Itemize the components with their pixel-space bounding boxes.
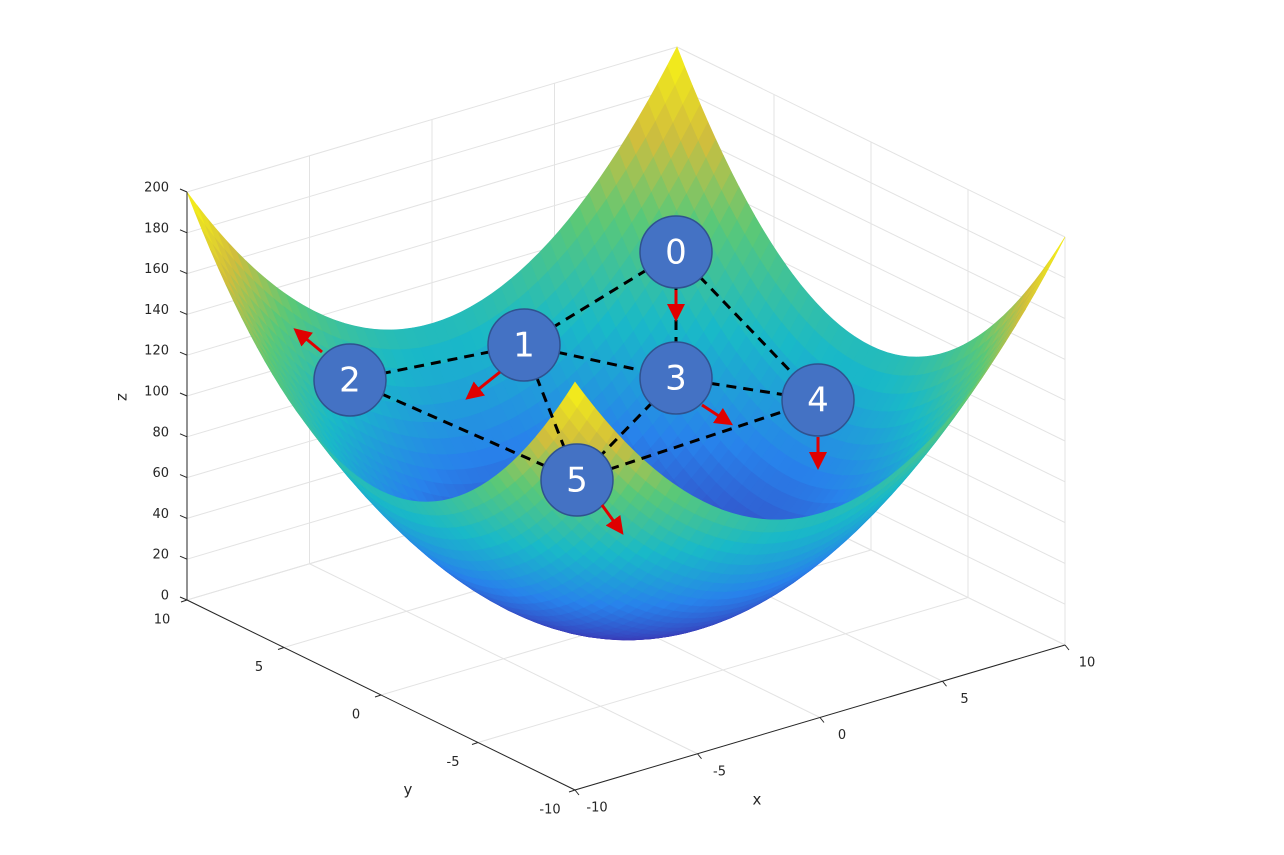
x-tick-label: -10 xyxy=(586,801,607,816)
gradient-arrow xyxy=(465,370,501,400)
x-tick xyxy=(574,789,580,796)
x-axis-label: x xyxy=(753,791,762,809)
node-label: 2 xyxy=(339,361,361,401)
edge xyxy=(349,378,578,482)
y-tick-label: -5 xyxy=(447,755,460,770)
grid-line xyxy=(186,87,678,234)
y-tick-label: 0 xyxy=(352,708,360,723)
x-tick xyxy=(819,717,825,723)
y-axis-label: y xyxy=(404,781,413,799)
x-tick-label: -5 xyxy=(713,764,726,779)
grid-line xyxy=(186,46,678,193)
z-tick xyxy=(179,433,188,438)
surface xyxy=(186,46,1066,641)
node xyxy=(313,343,387,417)
y-tick xyxy=(471,742,479,745)
z-tick xyxy=(179,188,188,193)
axes xyxy=(179,188,1070,796)
z-tick-label: 120 xyxy=(144,344,169,359)
node xyxy=(639,341,713,415)
node-label: 0 xyxy=(665,233,687,273)
x-tick-label: 10 xyxy=(1079,656,1096,671)
node-label: 3 xyxy=(665,359,687,399)
x-tick-label: 0 xyxy=(838,728,846,743)
node-label: 5 xyxy=(566,461,588,501)
z-tick xyxy=(179,474,188,479)
gradient-arrow xyxy=(600,504,624,535)
edge xyxy=(349,343,525,382)
z-tick-label: 100 xyxy=(144,385,169,400)
y-tick-label: 10 xyxy=(154,613,171,628)
z-tick-label: 60 xyxy=(152,466,169,481)
surface-patch xyxy=(566,381,586,408)
y-tick xyxy=(180,599,188,603)
x-tick xyxy=(697,753,702,760)
z-tick-label: 200 xyxy=(144,181,169,196)
grid-line xyxy=(186,128,678,275)
node-label: 1 xyxy=(513,326,535,366)
x-tick xyxy=(1064,644,1070,651)
node xyxy=(781,363,855,437)
z-tick xyxy=(179,270,188,275)
z-tick-label: 80 xyxy=(152,425,169,440)
y-tick xyxy=(374,694,382,698)
z-tick xyxy=(179,310,188,315)
node-label: 4 xyxy=(807,381,829,421)
surface-patch xyxy=(186,191,205,226)
y-tick xyxy=(277,647,285,650)
z-tick xyxy=(179,392,188,397)
z-axis-label: z xyxy=(113,393,131,401)
node xyxy=(540,443,614,517)
edge xyxy=(523,250,677,347)
z-tick-label: 140 xyxy=(144,303,169,318)
gradient-arrow xyxy=(701,403,734,426)
y-tick-label: -10 xyxy=(539,803,560,818)
z-tick-label: 180 xyxy=(144,221,169,236)
z-tick xyxy=(179,555,188,560)
grid-line xyxy=(477,597,969,743)
z-tick-label: 160 xyxy=(144,262,169,277)
node xyxy=(487,308,561,382)
z-tick-label: 40 xyxy=(152,507,169,522)
z-tick xyxy=(179,229,188,234)
y-tick-label: 5 xyxy=(255,660,263,675)
grid-line xyxy=(676,46,1066,238)
z-tick xyxy=(179,514,188,519)
grid-line xyxy=(676,87,1066,279)
edge xyxy=(576,398,819,482)
z-tick xyxy=(179,596,188,601)
z-tick-label: 0 xyxy=(161,589,169,604)
z-tick-label: 20 xyxy=(152,548,169,563)
grid-line xyxy=(676,128,1066,320)
node xyxy=(639,215,713,289)
x-tick-label: 5 xyxy=(960,692,968,707)
x-tick xyxy=(942,680,947,687)
y-tick xyxy=(568,789,576,793)
z-tick xyxy=(179,351,188,356)
gradient-arrow xyxy=(293,328,323,354)
